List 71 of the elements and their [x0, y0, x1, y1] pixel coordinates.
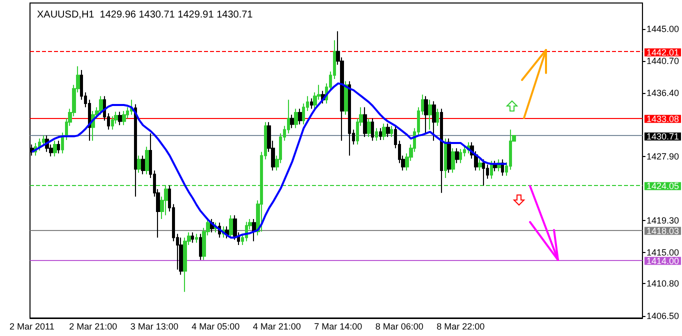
candlestick [428, 99, 432, 130]
candlestick [252, 218, 256, 242]
candlestick [141, 155, 145, 175]
candlestick [440, 108, 443, 194]
candlestick [290, 114, 294, 129]
candlestick [229, 214, 233, 239]
candlestick [436, 108, 439, 126]
candlestick [191, 232, 194, 244]
candlestick [367, 118, 371, 138]
candlestick [42, 135, 45, 146]
y-tick-label: 1415.00 [646, 247, 680, 258]
candlestick [145, 146, 149, 175]
candlestick [344, 80, 348, 116]
candlestick [111, 116, 114, 130]
candlestick [447, 138, 451, 174]
x-tick-label: 2 Mar 21:00 [69, 322, 118, 332]
x-tick-label: 4 Mar 05:00 [192, 322, 240, 332]
candlestick [99, 96, 103, 116]
candlestick [199, 233, 202, 260]
ref-line-label: 1442.01 [646, 47, 680, 58]
candlestick [451, 148, 455, 174]
candlestick [459, 148, 462, 164]
candlestick [444, 138, 447, 178]
ref-line-label: 1414.00 [646, 256, 680, 266]
x-tick-label: 4 Mar 21:00 [252, 322, 301, 332]
candlestick [137, 155, 141, 174]
candlestick [348, 80, 351, 156]
x-tick-label: 8 Mar 06:00 [375, 322, 424, 332]
candlestick [482, 158, 485, 186]
text: XAUUSD,H1 1429.96 1430.71 1429.91 1430.71 [37, 10, 254, 20]
candlestick [298, 108, 302, 125]
line-series [30, 82, 508, 239]
x-tick-label: 7 Mar 14:00 [314, 322, 362, 332]
candlestick [179, 237, 183, 276]
candlestick [493, 160, 497, 172]
candlestick [386, 123, 390, 138]
candlestick [122, 110, 126, 126]
candlestick [134, 104, 137, 198]
x-tick-label: 2 Mar 2011 [9, 322, 54, 332]
candlestick [490, 160, 493, 180]
candlestick [195, 233, 198, 244]
candlestick [363, 106, 367, 138]
x-tick-label: 8 Mar 22:00 [436, 322, 485, 332]
candlestick [118, 111, 122, 126]
y-tick-label: 1406.50 [646, 310, 680, 321]
ref-line-label: 1433.08 [646, 114, 680, 124]
y-tick-label: 1436.40 [646, 88, 680, 98]
candlestick [379, 128, 382, 141]
candlestick [390, 125, 393, 138]
y-tick-label: 1445.00 [646, 24, 680, 34]
x-tick-label: 3 Mar 13:00 [130, 322, 178, 332]
candlestick [455, 148, 459, 164]
candlestick [53, 140, 57, 157]
y-tick-label: 1427.90 [646, 151, 680, 162]
candlestick [478, 158, 482, 172]
candlestick [310, 98, 313, 110]
ref-line-label: 1418.03 [646, 226, 680, 236]
y-tick-label: 1440.70 [646, 56, 680, 66]
candlestick [225, 226, 229, 239]
candlestick [294, 108, 298, 129]
y-tick-label: 1419.30 [646, 215, 680, 226]
candlestick [424, 96, 428, 134]
candlestick [61, 132, 64, 154]
candlestick [371, 118, 374, 142]
y-tick-label: 1410.80 [646, 278, 680, 289]
candlestick [57, 140, 60, 154]
candlestick [382, 123, 386, 141]
ref-line-label: 1430.71 [646, 131, 680, 142]
ref-line-label: 1424.05 [646, 181, 680, 192]
candlestick [432, 100, 436, 142]
candlestick [375, 128, 378, 142]
